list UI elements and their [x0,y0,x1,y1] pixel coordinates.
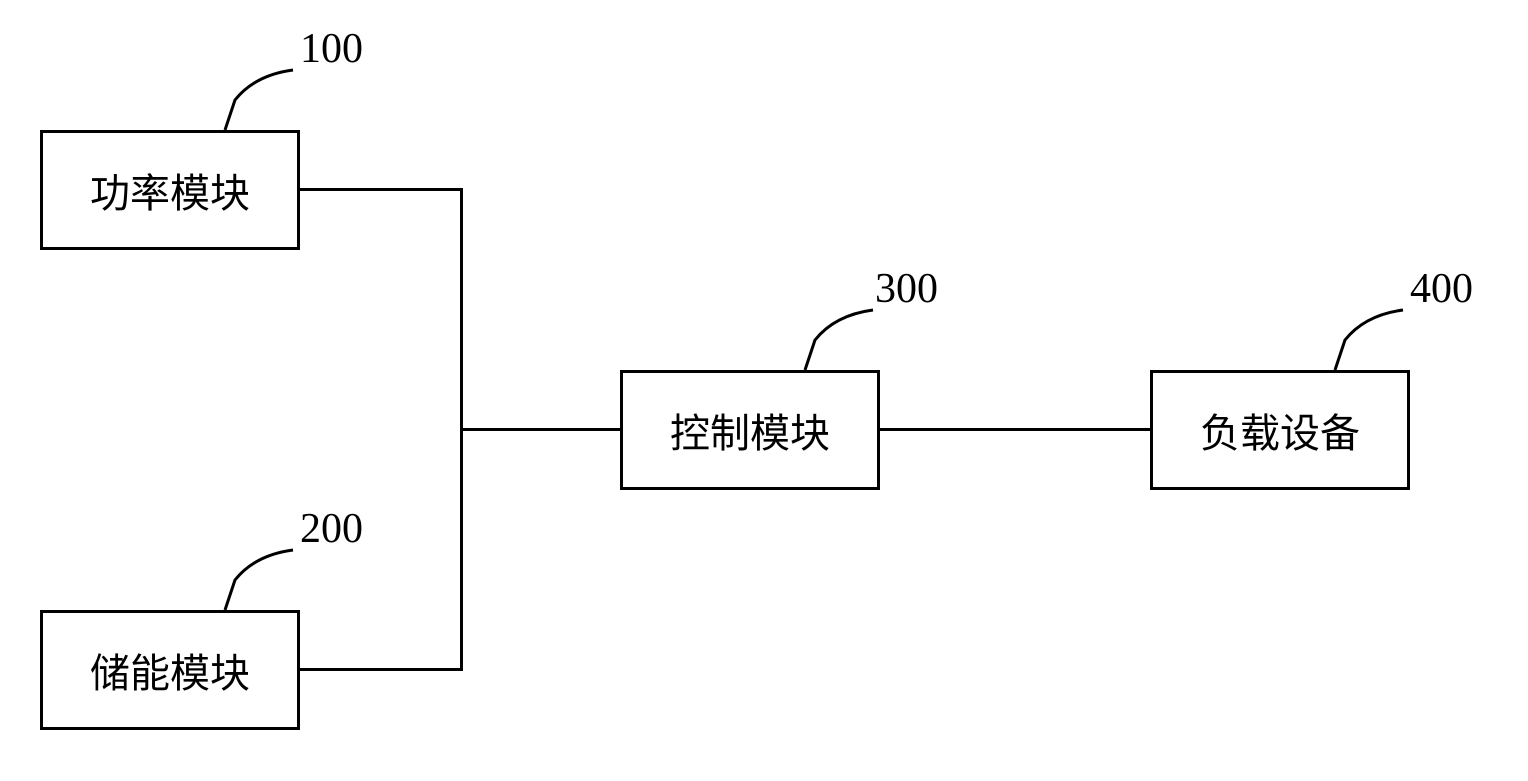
power-module-block: 功率模块 [40,130,300,250]
connector-control-to-load [880,428,1150,431]
ref-label-400: 400 [1410,265,1473,313]
ref-label-200: 200 [300,505,363,553]
control-module-block: 控制模块 [620,370,880,490]
storage-module-label: 储能模块 [90,641,250,699]
load-device-label: 负载设备 [1200,401,1360,459]
block-diagram: 功率模块 储能模块 控制模块 负载设备 100 200 300 400 [0,0,1528,781]
lead-line-100 [225,70,305,140]
ref-label-100: 100 [300,25,363,73]
load-device-block: 负载设备 [1150,370,1410,490]
lead-line-300 [805,310,885,380]
lead-line-400 [1335,310,1415,380]
connector-power-right [300,188,463,191]
control-module-label: 控制模块 [670,401,830,459]
lead-line-200 [225,550,305,620]
connector-storage-right [300,668,463,671]
power-module-label: 功率模块 [90,161,250,219]
ref-label-300: 300 [875,265,938,313]
storage-module-block: 储能模块 [40,610,300,730]
connector-junction-to-control [460,428,620,431]
